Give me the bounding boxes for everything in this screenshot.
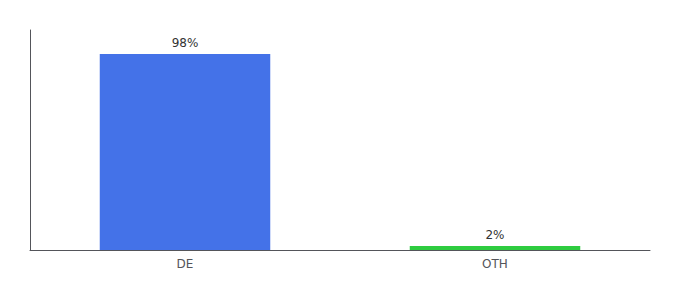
svg-text:DE: DE [177,257,194,271]
svg-text:2%: 2% [485,228,504,242]
svg-text:98%: 98% [172,36,199,50]
svg-text:OTH: OTH [482,257,508,271]
